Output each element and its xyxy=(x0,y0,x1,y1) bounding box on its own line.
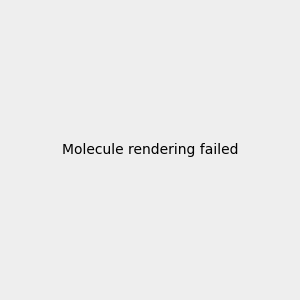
Text: Molecule rendering failed: Molecule rendering failed xyxy=(62,143,238,157)
